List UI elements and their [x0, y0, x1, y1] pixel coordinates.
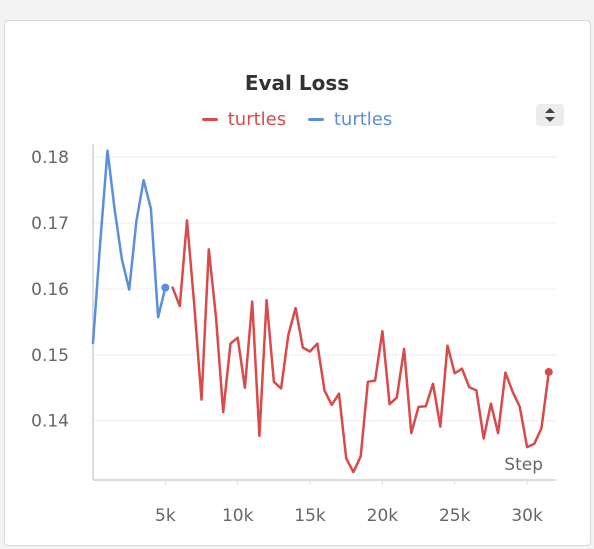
x-tick-label: 25k	[439, 506, 471, 526]
y-tick-label: 0.15	[31, 346, 69, 366]
legend-scroll-toggle[interactable]	[536, 104, 564, 126]
y-tick-label: 0.17	[31, 214, 69, 234]
legend: turtles turtles	[0, 105, 594, 130]
x-tick-label: 30k	[511, 506, 543, 526]
x-tick-label: 15k	[294, 506, 326, 526]
legend-item-series-2[interactable]: turtles	[307, 109, 393, 130]
y-tick-label: 0.18	[31, 148, 69, 168]
x-tick-label: 10k	[222, 506, 254, 526]
legend-item-series-1[interactable]: turtles	[201, 109, 287, 130]
chart-title: Eval Loss	[244, 71, 350, 95]
legend-label: turtles	[227, 109, 287, 130]
chevron-down-icon	[545, 117, 555, 122]
x-axis-label: Step	[504, 455, 543, 475]
y-tick-label: 0.16	[31, 280, 69, 300]
y-tick-label: 0.14	[31, 412, 69, 432]
series-line-1	[171, 219, 551, 474]
x-tick-label: 20k	[367, 506, 399, 526]
legend-label: turtles	[333, 109, 393, 130]
series-line-2	[91, 149, 167, 345]
chart-panel	[4, 20, 591, 546]
series-end-point-2	[161, 283, 170, 292]
legend-swatch-blue	[307, 118, 324, 121]
series-end-point-1	[544, 367, 553, 376]
x-tick-label: 5k	[155, 506, 176, 526]
legend-swatch-red	[201, 118, 218, 121]
chevron-up-icon	[545, 108, 555, 113]
